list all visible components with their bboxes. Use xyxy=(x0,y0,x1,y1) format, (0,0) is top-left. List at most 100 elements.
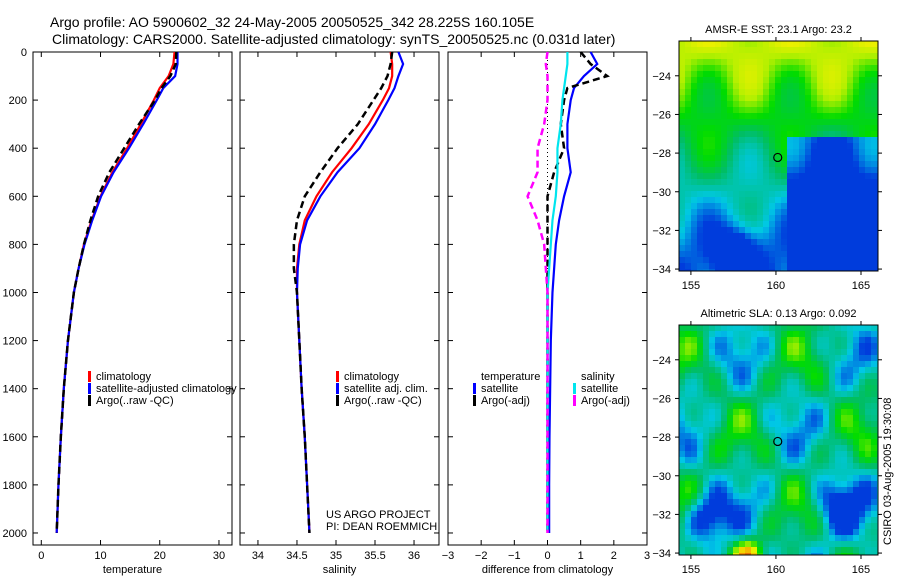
map-cell xyxy=(769,263,775,269)
map-cell xyxy=(865,191,871,197)
map-cell xyxy=(679,77,685,83)
map-cell xyxy=(817,349,823,355)
map-cell xyxy=(793,89,799,95)
map-cell xyxy=(841,107,847,113)
map-cell xyxy=(817,53,823,59)
map-cell xyxy=(835,83,841,89)
map-cell xyxy=(763,233,769,239)
map-cell xyxy=(781,185,787,191)
map-cell xyxy=(745,47,751,53)
map-cell xyxy=(823,337,829,343)
map-cell xyxy=(775,529,781,535)
map-cell xyxy=(835,245,841,251)
map-cell xyxy=(679,95,685,101)
map-cell xyxy=(709,355,715,361)
map-cell xyxy=(697,131,703,137)
map-cell xyxy=(763,47,769,53)
map-cell xyxy=(691,499,697,505)
map-cell xyxy=(859,269,865,271)
map-cell xyxy=(733,427,739,433)
map-cell xyxy=(871,119,877,125)
map-cell xyxy=(775,343,781,349)
map-cell xyxy=(769,257,775,263)
map-cell xyxy=(787,209,793,215)
map-cell xyxy=(823,409,829,415)
map-cell xyxy=(817,529,823,535)
map-cell xyxy=(775,325,781,331)
map-cell xyxy=(811,499,817,505)
map-cell xyxy=(787,469,793,475)
map-cell xyxy=(751,529,757,535)
map-cell xyxy=(781,463,787,469)
map-cell xyxy=(865,125,871,131)
map-cell xyxy=(685,379,691,385)
map-cell xyxy=(691,47,697,53)
map-cell xyxy=(853,445,859,451)
map-cell xyxy=(727,481,733,487)
map-cell xyxy=(823,385,829,391)
map-cell xyxy=(685,239,691,245)
map-cell xyxy=(679,499,685,505)
map-cell xyxy=(823,149,829,155)
map-cell xyxy=(703,173,709,179)
map-cell xyxy=(859,83,865,89)
map-cell xyxy=(733,493,739,499)
map-cell xyxy=(859,197,865,203)
map-cell xyxy=(769,439,775,445)
map-cell xyxy=(679,337,685,343)
map-cell xyxy=(871,337,877,343)
map-cell xyxy=(691,149,697,155)
map-cell xyxy=(751,331,757,337)
map-cell xyxy=(679,227,685,233)
map-cell xyxy=(847,197,853,203)
map-cell xyxy=(799,191,805,197)
map-cell xyxy=(859,517,865,523)
map-cell xyxy=(685,421,691,427)
map-cell xyxy=(781,337,787,343)
map-cell xyxy=(835,185,841,191)
map-cell xyxy=(823,451,829,457)
map-cell xyxy=(703,83,709,89)
map-cell xyxy=(853,469,859,475)
map-cell xyxy=(841,89,847,95)
map-cell xyxy=(841,83,847,89)
map-cell xyxy=(703,517,709,523)
map-cell xyxy=(871,233,877,239)
map-cell xyxy=(841,331,847,337)
map-cell xyxy=(775,149,781,155)
map-cell xyxy=(757,167,763,173)
map-cell xyxy=(781,245,787,251)
map-cell xyxy=(751,469,757,475)
map-cell xyxy=(685,95,691,101)
map-cell xyxy=(697,77,703,83)
map-cell xyxy=(727,445,733,451)
map-cell xyxy=(727,541,733,547)
map-cell xyxy=(859,553,865,555)
map-cell xyxy=(841,263,847,269)
map-cell xyxy=(817,95,823,101)
map-cell xyxy=(763,263,769,269)
map-cell xyxy=(703,445,709,451)
map-cell xyxy=(751,337,757,343)
map-cell xyxy=(817,155,823,161)
map-cell xyxy=(847,65,853,71)
map-cell xyxy=(841,59,847,65)
map-cell xyxy=(739,251,745,257)
map-cell xyxy=(727,409,733,415)
map-cell xyxy=(703,143,709,149)
map-cell xyxy=(703,47,709,53)
map-cell xyxy=(823,373,829,379)
map-cell xyxy=(871,355,877,361)
map-cell xyxy=(823,239,829,245)
map-cell xyxy=(841,65,847,71)
map-cell xyxy=(781,257,787,263)
map-cell xyxy=(799,167,805,173)
map-cell xyxy=(763,439,769,445)
map-cell xyxy=(871,505,877,511)
map-cell xyxy=(799,245,805,251)
map-cell xyxy=(817,367,823,373)
map-cell xyxy=(727,173,733,179)
map-cell xyxy=(853,397,859,403)
map-cell xyxy=(727,367,733,373)
map-cell xyxy=(697,469,703,475)
